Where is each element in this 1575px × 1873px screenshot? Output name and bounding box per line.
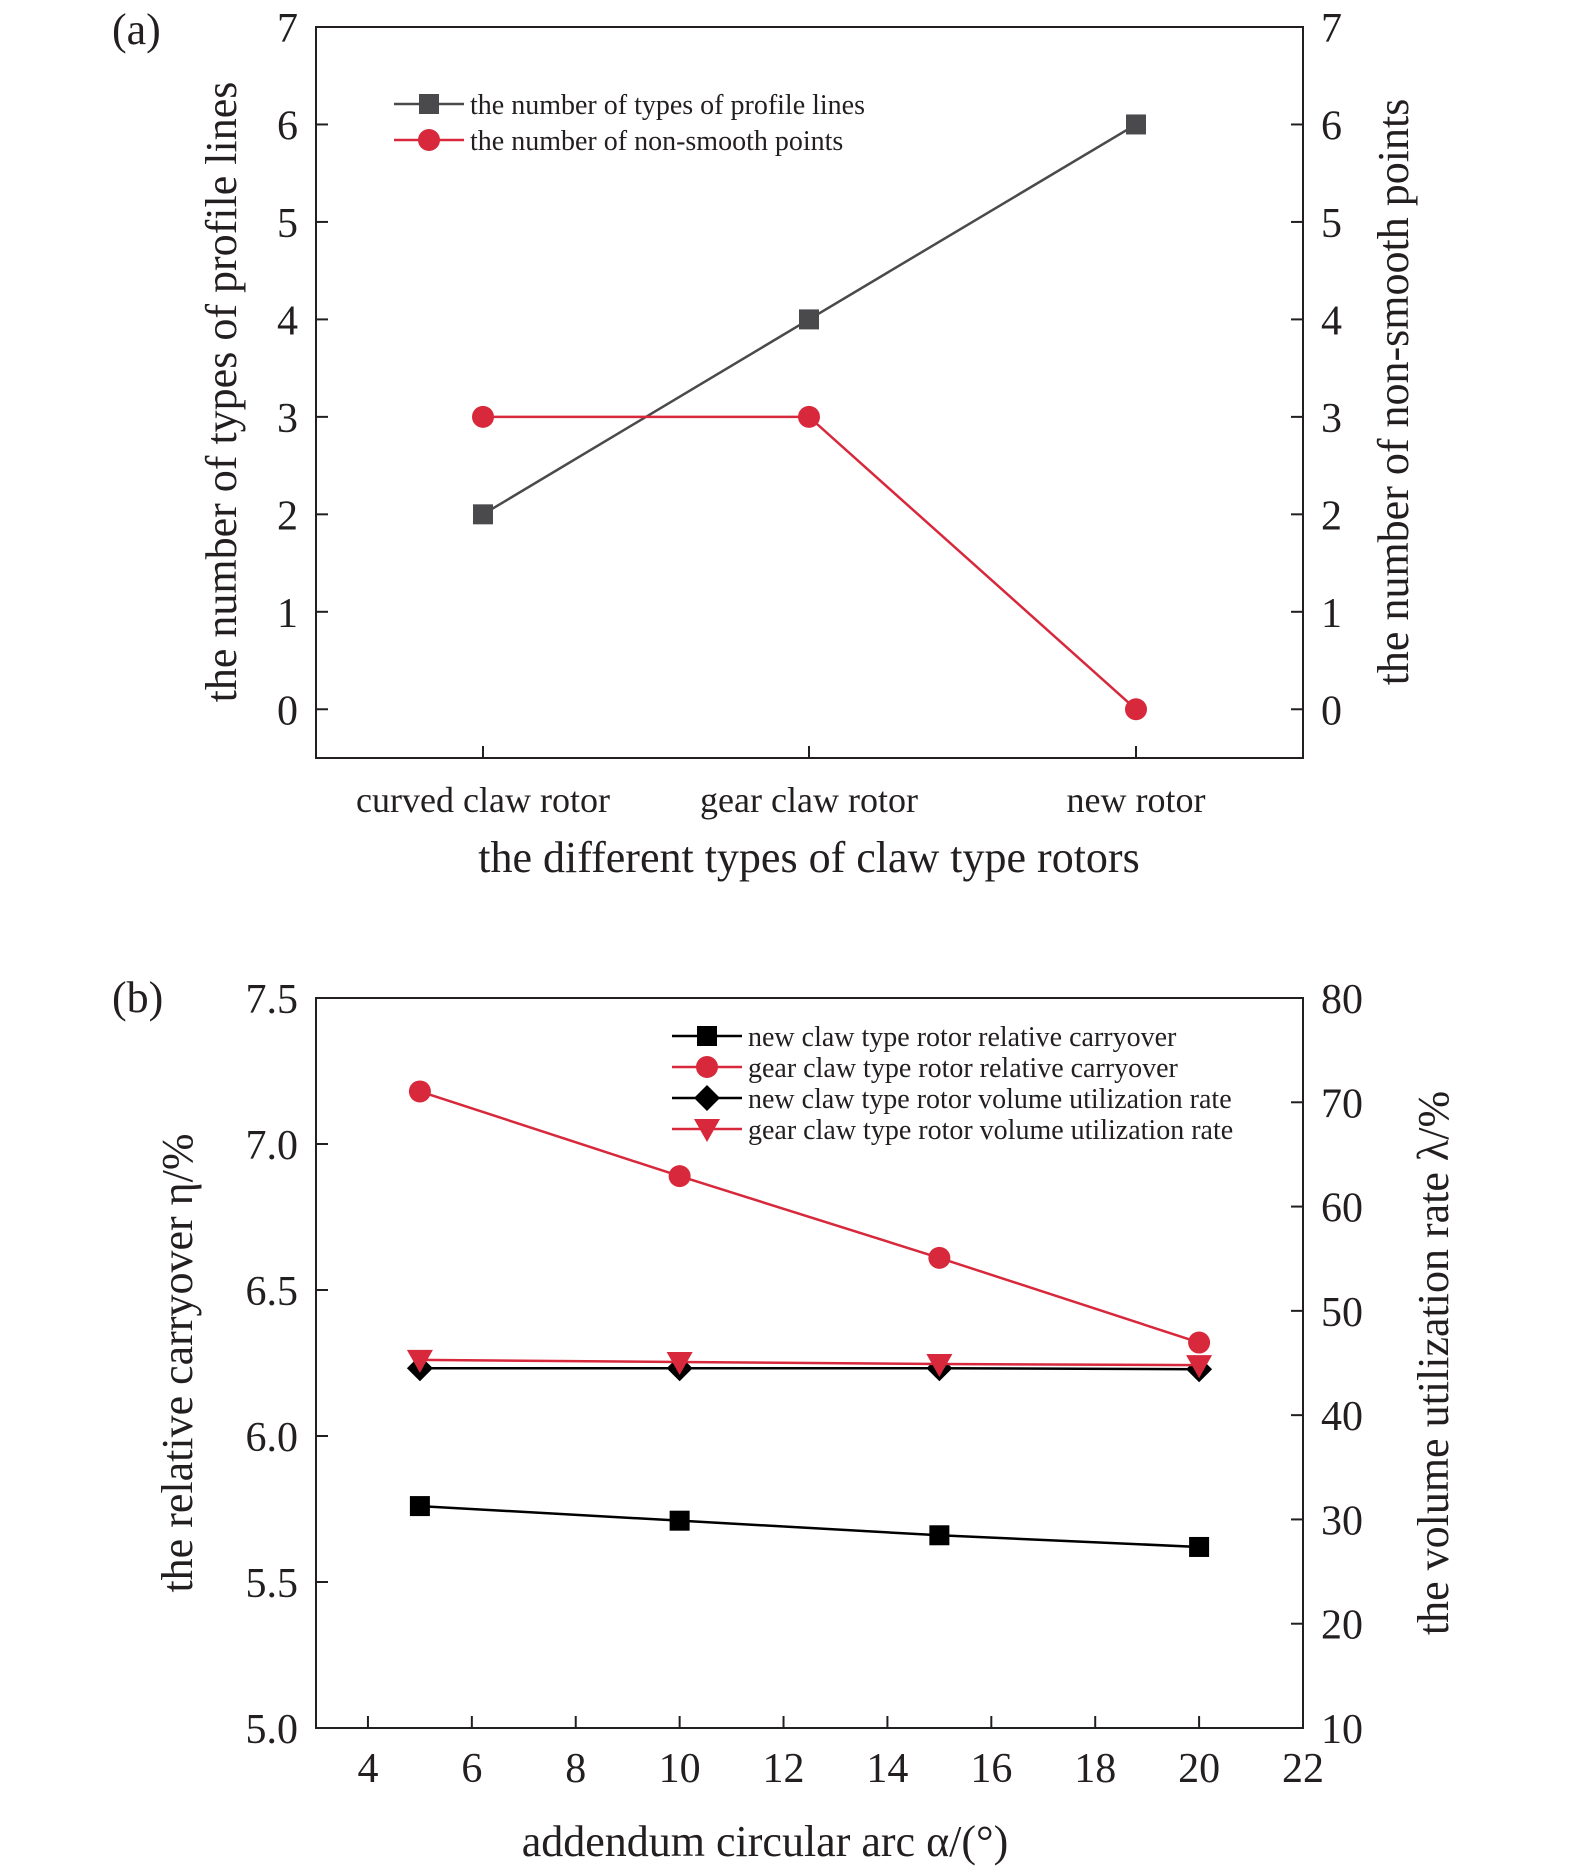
legend-marker bbox=[419, 94, 439, 114]
chart-b: (b) 5.05.56.06.57.07.5 1020304050607080 … bbox=[112, 973, 1458, 1866]
y-tick-label-right: 60 bbox=[1321, 1186, 1363, 1232]
data-point bbox=[1188, 1331, 1211, 1354]
data-point bbox=[798, 405, 820, 428]
legend-label: new claw type rotor relative carryover bbox=[748, 1022, 1177, 1053]
legend-marker bbox=[418, 129, 440, 151]
data-point bbox=[669, 1510, 690, 1531]
x-tick-label: 22 bbox=[1282, 1746, 1324, 1792]
x-tick-label: 16 bbox=[970, 1746, 1012, 1792]
y-tick-label-right: 1 bbox=[1321, 591, 1342, 637]
series-line-new-claw-type-rotor-relative-carryover bbox=[419, 1504, 1200, 1549]
data-point bbox=[668, 1165, 691, 1188]
y-tick-label-left: 7.5 bbox=[246, 977, 299, 1023]
x-tick-label: new rotor bbox=[1067, 780, 1206, 820]
data-point bbox=[1126, 114, 1146, 135]
x-tick-label: 8 bbox=[565, 1746, 586, 1792]
x-tick-label: curved claw rotor bbox=[356, 780, 610, 820]
y-axis-label-right-a: the number of non-smooth points bbox=[1369, 99, 1418, 686]
y-tick-label-left: 0 bbox=[277, 688, 298, 734]
x-tick-label: 18 bbox=[1074, 1746, 1116, 1792]
y-tick-label-left: 4 bbox=[277, 298, 298, 344]
y-tick-label-left: 7 bbox=[277, 6, 298, 52]
y-tick-label-right: 80 bbox=[1321, 977, 1363, 1023]
panel-label-a: (a) bbox=[112, 5, 161, 54]
y-tick-label-left: 1 bbox=[277, 591, 298, 637]
y-tick-label-right: 40 bbox=[1321, 1394, 1363, 1440]
legend-marker bbox=[696, 1056, 718, 1078]
y-tick-label-left: 6.5 bbox=[246, 1269, 299, 1315]
y-tick-label-left: 7.0 bbox=[246, 1123, 299, 1169]
y-tick-label-right: 7 bbox=[1321, 6, 1342, 52]
plot-frame-b bbox=[315, 997, 1304, 1729]
legend-label: the number of types of profile lines bbox=[470, 90, 865, 121]
data-point bbox=[473, 504, 493, 525]
data-point bbox=[408, 1080, 431, 1103]
series-line-gear-claw-type-rotor-relative-carryover bbox=[419, 1090, 1200, 1344]
y-tick-label-left: 2 bbox=[277, 493, 298, 539]
data-point bbox=[799, 309, 819, 330]
data-point bbox=[472, 405, 494, 428]
x-tick-label: 4 bbox=[357, 1746, 378, 1792]
chart-a: (a) 0 1 2 3 4 5 6 7 0 1 2 3 4 5 6 7 curved claw rotor g… bbox=[112, 5, 1418, 882]
legend-marker bbox=[697, 1026, 717, 1046]
y-tick-label-left: 5.5 bbox=[246, 1561, 299, 1607]
legend-label: gear claw type rotor relative carryover bbox=[748, 1053, 1179, 1084]
y-tick-label-right: 0 bbox=[1321, 688, 1342, 734]
y-tick-label-left: 6.0 bbox=[246, 1415, 299, 1461]
data-point bbox=[928, 1246, 951, 1269]
data-point bbox=[1125, 698, 1147, 721]
y-tick-label-right: 5 bbox=[1321, 201, 1342, 247]
x-tick-label: 20 bbox=[1178, 1746, 1220, 1792]
data-point bbox=[1189, 1536, 1210, 1557]
data-point bbox=[926, 1354, 953, 1378]
series-line-the-number-of-non-smooth-points bbox=[483, 415, 1137, 711]
y-axis-label-right-b: the volume utilization rate λ/% bbox=[1409, 1091, 1458, 1635]
data-point bbox=[666, 1351, 693, 1375]
data-point bbox=[929, 1525, 950, 1546]
x-axis-label-a: the different types of claw type rotors bbox=[478, 833, 1139, 882]
x-tick-label: 14 bbox=[866, 1746, 908, 1792]
y-axis-label-left-a: the number of types of profile lines bbox=[197, 82, 246, 703]
y-tick-label-left: 5.0 bbox=[246, 1707, 299, 1753]
y-tick-label-right: 20 bbox=[1321, 1603, 1363, 1649]
y-tick-label-left: 5 bbox=[277, 201, 298, 247]
legend-label: new claw type rotor volume utilization r… bbox=[748, 1084, 1232, 1115]
y-tick-label-right: 3 bbox=[1321, 396, 1342, 442]
y-tick-label-right: 50 bbox=[1321, 1290, 1363, 1336]
x-tick-label: 10 bbox=[659, 1746, 701, 1792]
x-tick-label: 6 bbox=[461, 1746, 482, 1792]
y-tick-label-right: 6 bbox=[1321, 103, 1342, 149]
x-axis-label-b: addendum circular arc α/(°) bbox=[522, 1817, 1009, 1866]
data-point bbox=[409, 1496, 430, 1517]
legend-label: the number of non-smooth points bbox=[470, 126, 843, 157]
y-tick-label-right: 30 bbox=[1321, 1498, 1363, 1544]
x-tick-label: 12 bbox=[763, 1746, 805, 1792]
data-point bbox=[406, 1349, 433, 1373]
y-tick-label-right: 10 bbox=[1321, 1707, 1363, 1753]
legend-marker bbox=[694, 1085, 720, 1111]
data-point bbox=[1186, 1355, 1213, 1379]
panel-label-b: (b) bbox=[112, 973, 163, 1022]
y-tick-label-left: 6 bbox=[277, 103, 298, 149]
series-line-new-claw-type-rotor-volume-utilization-rate bbox=[419, 1366, 1200, 1371]
y-tick-label-right: 2 bbox=[1321, 493, 1342, 539]
y-axis-label-left-b: the relative carryover η/% bbox=[153, 1133, 202, 1592]
y-tick-label-left: 3 bbox=[277, 396, 298, 442]
y-tick-label-right: 4 bbox=[1321, 298, 1342, 344]
y-tick-label-right: 70 bbox=[1321, 1081, 1363, 1127]
legend-label: gear claw type rotor volume utilization … bbox=[748, 1115, 1233, 1146]
series-line-gear-claw-type-rotor-volume-utilization-rate bbox=[419, 1358, 1200, 1367]
legend-marker bbox=[694, 1119, 720, 1142]
x-tick-label: gear claw rotor bbox=[700, 780, 918, 820]
